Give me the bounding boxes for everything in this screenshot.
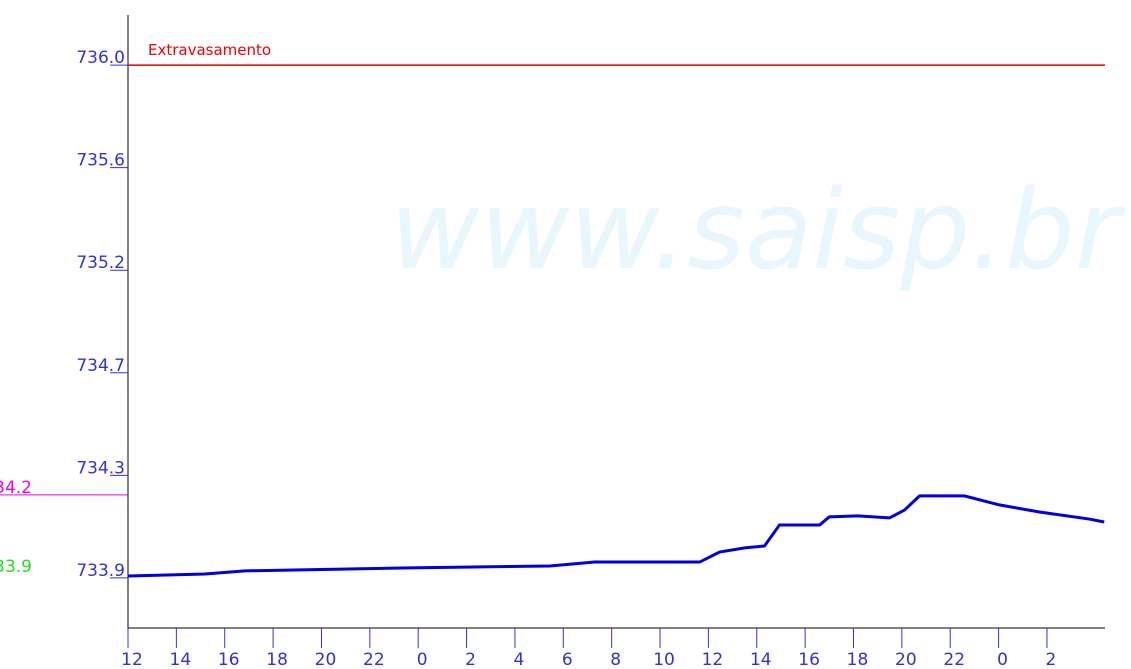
y-tick-label: 734.3 (76, 458, 125, 478)
x-tick-label: 8 (610, 650, 621, 669)
x-tick-label: 18 (847, 650, 869, 669)
x-tick-label: 2 (1046, 650, 1057, 669)
x-tick-label: 20 (315, 650, 337, 669)
x-tick-label: 12 (121, 650, 143, 669)
y-tick-label: 735.2 (76, 253, 125, 273)
x-tick-label: 16 (798, 650, 820, 669)
y-tick-label: 735.6 (76, 151, 125, 171)
x-tick-label: 20 (895, 650, 917, 669)
y-tick-label: 736.0 (76, 48, 125, 68)
x-tick-label: 4 (514, 650, 525, 669)
x-tick-label: 0 (417, 650, 428, 669)
x-tick-label: 2 (465, 650, 476, 669)
watermark: www.saisp.br (390, 166, 1126, 294)
data-line (127, 494, 1105, 578)
y-tick-label: 733.9 (76, 561, 125, 581)
x-tick-label: 10 (653, 650, 675, 669)
x-tick-label: 18 (266, 650, 288, 669)
x-tick-label: 0 (997, 650, 1008, 669)
x-tick-label: 6 (562, 650, 573, 669)
x-tick-label: 16 (218, 650, 240, 669)
x-tick-label: 14 (750, 650, 772, 669)
x-tick-label: 12 (702, 650, 724, 669)
side-marker-label: 34.2 (0, 478, 32, 498)
x-tick-label: 22 (943, 650, 965, 669)
reference-label: Extravasamento (148, 41, 271, 59)
y-tick-label: 734.7 (76, 356, 125, 376)
side-marker-label: 33.9 (0, 557, 32, 577)
x-tick-label: 22 (363, 650, 385, 669)
x-tick-label: 14 (170, 650, 192, 669)
